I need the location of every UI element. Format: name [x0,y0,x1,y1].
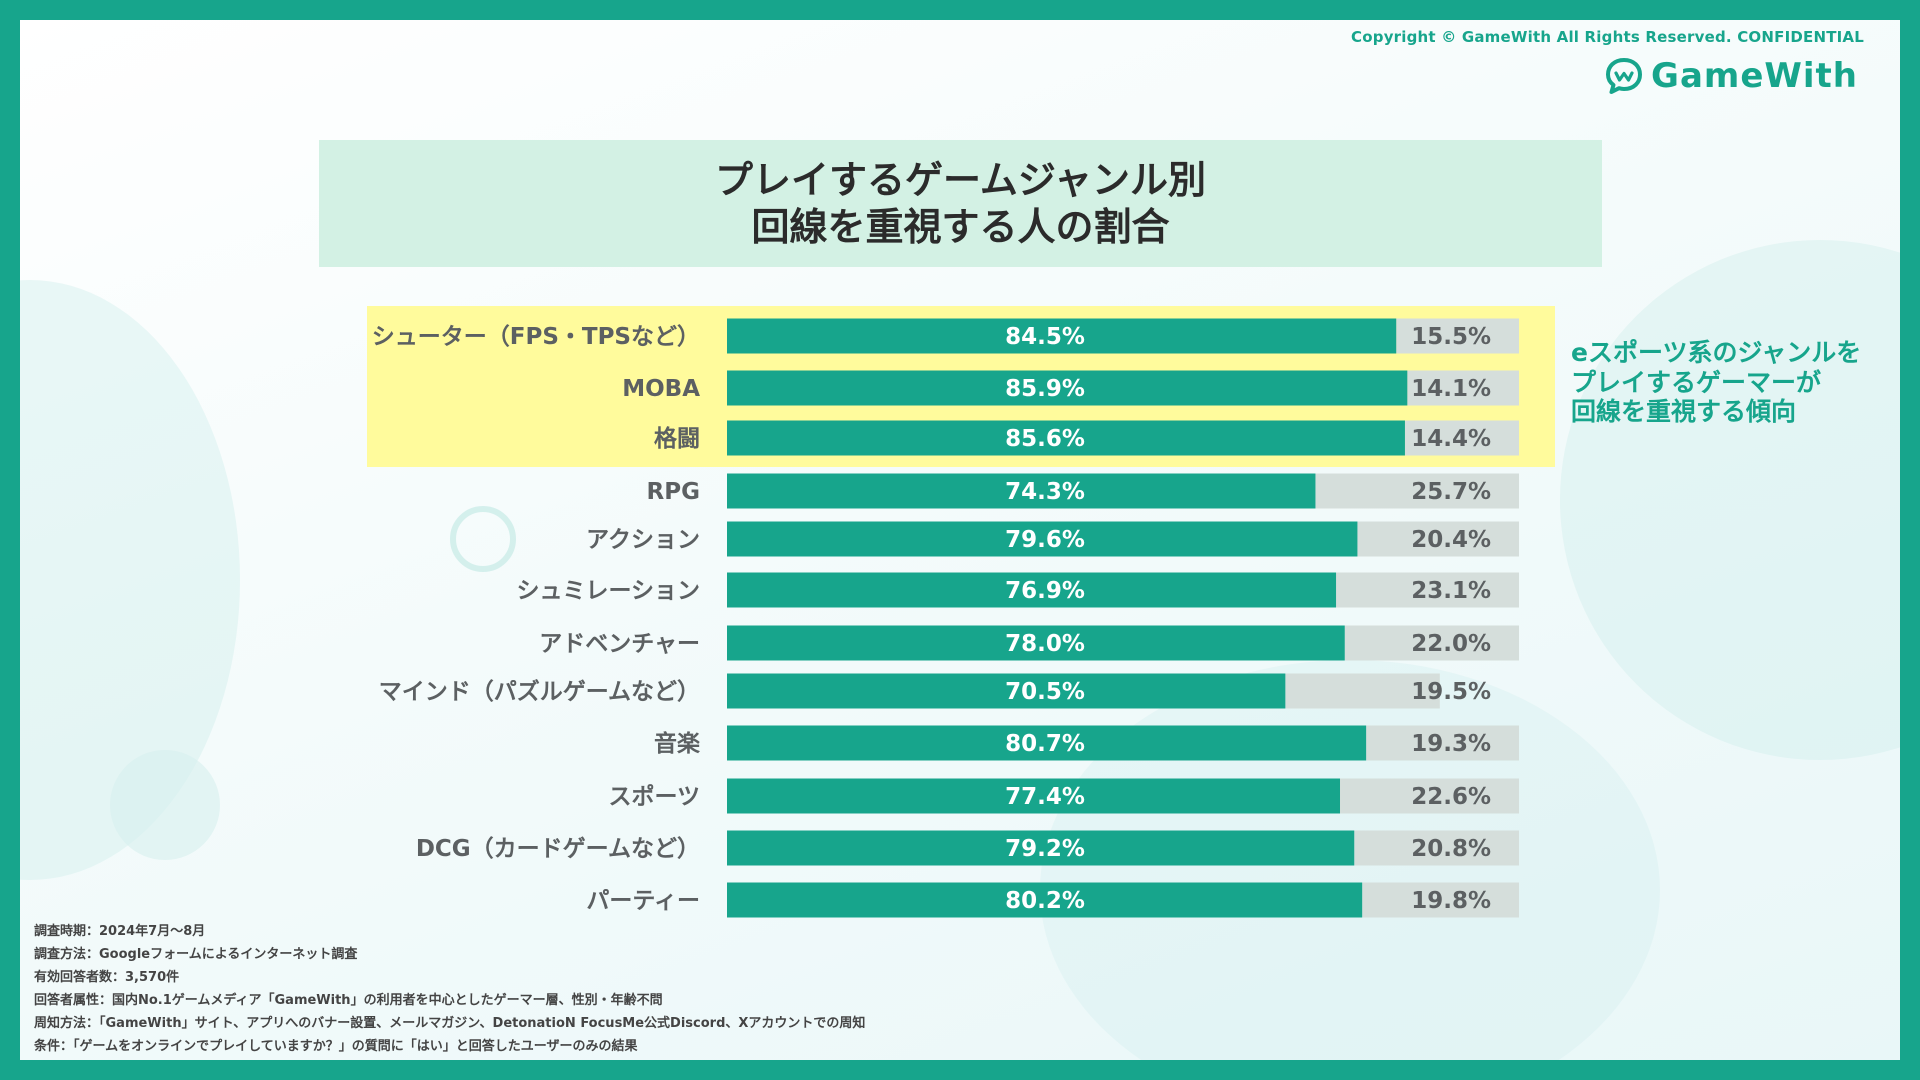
main-value-label: 74.3% [1005,479,1085,505]
rest-value-label: 19.5% [1411,679,1491,705]
bar-rest-segment [1407,370,1519,406]
bar-row: シュミレーション 76.9% 23.1% [516,572,1519,608]
bar-main-segment [727,318,1397,354]
copyright-text: Copyright © GameWith All Rights Reserved… [1351,28,1864,46]
bar-rest-segment [1357,521,1519,557]
bar-main-segment [727,830,1355,866]
bar-rest-segment [1336,572,1519,608]
rest-value-label: 22.6% [1411,784,1491,810]
rest-value-label: 15.5% [1411,324,1491,350]
bar-main-segment [727,370,1408,406]
slide: Copyright © GameWith All Rights Reserved… [20,20,1900,1060]
bar-row: スポーツ 77.4% 22.6% [608,778,1519,814]
rest-value-label: 20.4% [1411,527,1491,553]
chart-title-line-1: プレイするゲームジャンル別 [715,158,1206,203]
logo-text: GameWith [1651,56,1858,96]
bar-main-segment [727,473,1316,509]
bar-row: DCG（カードゲームなど） 79.2% 20.8% [416,830,1519,866]
category-label: マインド（パズルゲームなど） [379,678,700,705]
rest-value-label: 14.1% [1411,376,1491,402]
main-value-label: 77.4% [1005,784,1085,810]
bar-main-segment [727,625,1345,661]
bar-row: MOBA 85.9% 14.1% [622,370,1519,406]
bar-row: アクション 79.6% 20.4% [586,521,1519,557]
rest-value-label: 23.1% [1411,578,1491,604]
bar-main-segment [727,572,1337,608]
note-line: 回答者属性：国内No.1ゲームメディア「GameWith」の利用者を中心としたゲ… [34,993,663,1008]
main-value-label: 85.6% [1005,426,1085,452]
note-line: 周知方法：「GameWith」サイト、アプリへのバナー設置、メールマガジン、De… [34,1016,866,1031]
bar-main-segment [727,673,1286,709]
category-label: 格闘 [654,425,700,452]
bar-rest-segment [1404,420,1519,456]
category-label: シューター（FPS・TPSなど） [372,323,700,350]
rest-value-label: 14.4% [1411,426,1491,452]
main-value-label: 84.5% [1005,324,1085,350]
bar-main-segment [727,778,1341,814]
annotation-line-2: プレイするゲーマーが [1571,367,1822,397]
bar-rest-segment [1362,882,1519,918]
rest-value-label: 22.0% [1411,631,1491,657]
rest-value-label: 19.8% [1411,888,1491,914]
bar-row: パーティー 80.2% 19.8% [586,882,1519,918]
bar-row: シューター（FPS・TPSなど） 84.5% 15.5% [372,318,1519,354]
bar-rest-segment [1396,318,1519,354]
category-label: MOBA [622,376,700,402]
survey-notes: 調査時期：2024年7月〜8月 調査方法：Googleフォームによるインターネッ… [34,920,865,1058]
chart-title-box: プレイするゲームジャンル別 回線を重視する人の割合 [319,140,1602,267]
main-value-label: 80.7% [1005,731,1085,757]
bar-row: 格闘 85.6% 14.4% [654,420,1519,456]
main-value-label: 78.0% [1005,631,1085,657]
bg-ring [450,506,516,572]
bar-row: RPG 74.3% 25.7% [647,473,1519,509]
bar-rest-segment [1354,830,1519,866]
bar-rest-segment [1344,625,1519,661]
gamewith-logo: GameWith [1605,56,1858,96]
main-value-label: 79.2% [1005,836,1085,862]
main-value-label: 80.2% [1005,888,1085,914]
note-line: 調査方法：Googleフォームによるインターネット調査 [34,947,358,962]
bar-rest-segment [1285,673,1440,709]
annotation-line-1: eスポーツ系のジャンルを [1571,338,1862,367]
bar-rest-segment [1340,778,1519,814]
chat-bubble-logo-icon [1606,58,1643,94]
category-label: アドベンチャー [539,631,700,657]
rest-value-label: 20.8% [1411,836,1491,862]
category-label: DCG（カードゲームなど） [416,835,700,862]
note-line: 条件：「ゲームをオンラインでプレイしていますか？」の質問に「はい」と回答したユー… [34,1039,638,1054]
bar-rest-segment [1315,473,1519,509]
bar-main-segment [727,521,1358,557]
bar-row: マインド（パズルゲームなど） 70.5% 19.5% [379,673,1491,709]
rest-value-label: 19.3% [1411,731,1491,757]
note-line: 調査時期：2024年7月〜8月 [34,924,206,939]
category-label: RPG [647,479,700,505]
annotation-line-3: 回線を重視する傾向 [1571,397,1797,426]
bar-row: 音楽 80.7% 19.3% [654,725,1519,761]
main-value-label: 76.9% [1005,578,1085,604]
category-label: シュミレーション [516,578,700,604]
bar-chart: シューター（FPS・TPSなど） 84.5% 15.5% MOBA 85.9% 14.1%… [372,318,1519,918]
main-value-label: 85.9% [1005,376,1085,402]
category-label: パーティー [586,888,700,914]
bar-row: アドベンチャー 78.0% 22.0% [539,625,1519,661]
chart-title-line-2: 回線を重視する人の割合 [751,204,1170,249]
bar-main-segment [727,725,1367,761]
note-line: 有効回答者数：3,570件 [34,970,180,985]
rest-value-label: 25.7% [1411,479,1491,505]
bar-main-segment [727,420,1405,456]
esports-annotation: eスポーツ系のジャンルを プレイするゲーマーが 回線を重視する傾向 [1571,338,1861,427]
category-label: スポーツ [608,783,700,810]
category-label: アクション [586,527,700,553]
category-label: 音楽 [654,730,700,757]
main-value-label: 70.5% [1005,679,1085,705]
bar-main-segment [727,882,1363,918]
bar-rest-segment [1366,725,1519,761]
bg-circle [110,750,220,860]
main-value-label: 79.6% [1005,527,1085,553]
